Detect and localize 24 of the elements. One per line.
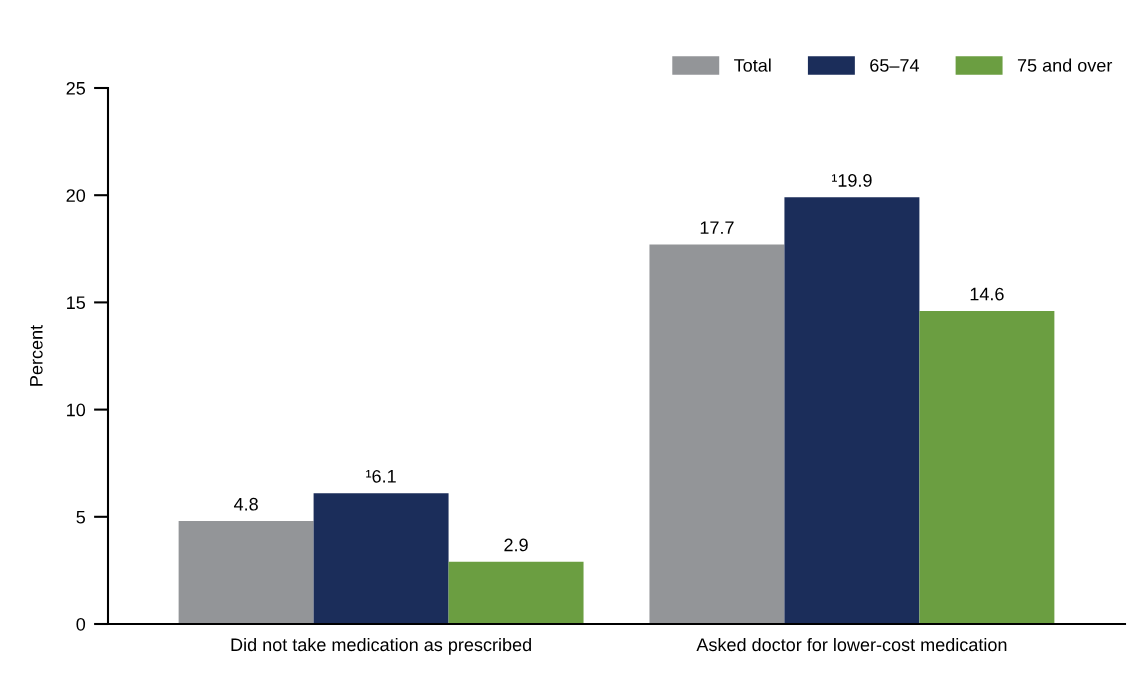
data-label: 2.9 <box>504 538 528 552</box>
bar <box>919 310 1055 624</box>
bar <box>178 521 314 624</box>
y-axis-title: Percent <box>30 325 43 386</box>
y-tick-label: 20 <box>66 189 86 202</box>
x-tick-label: Asked doctor for lower-cost medication <box>696 637 1007 652</box>
y-tick-label: 0 <box>76 617 86 631</box>
data-label: 14.6 <box>970 287 1004 301</box>
x-tick-label: Did not take medication as prescribed <box>231 637 531 655</box>
y-tick-label: 10 <box>67 403 86 417</box>
data-label: 4.8 <box>233 497 258 511</box>
legend-label: 75 and over <box>1017 58 1113 72</box>
bar <box>784 197 920 624</box>
y-tick-label: 5 <box>76 510 86 524</box>
data-label: 17.7 <box>700 221 734 234</box>
data-label: ¹19.9 <box>832 174 872 187</box>
y-tick-label: 25 <box>66 81 86 95</box>
bar <box>649 244 785 624</box>
bar <box>313 493 449 624</box>
data-label: ¹6.1 <box>366 469 396 483</box>
legend-label: Total <box>734 58 771 72</box>
bar <box>448 561 584 624</box>
legend-label: 65–74 <box>870 59 919 72</box>
y-tick-label: 15 <box>67 296 86 310</box>
